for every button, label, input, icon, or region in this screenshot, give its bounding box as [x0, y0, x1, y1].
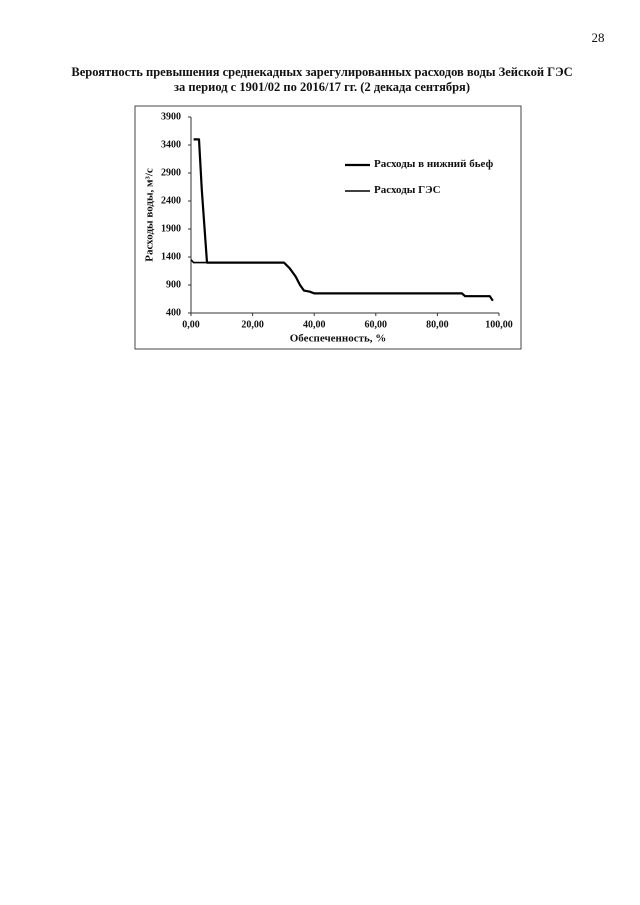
y-tick-label: 3900 [161, 111, 181, 122]
chart-title: Вероятность превышения среднекадных заре… [71, 65, 572, 79]
y-tick-label: 400 [166, 307, 181, 318]
y-tick-label: 1900 [161, 223, 181, 234]
legend-label: Расходы ГЭС [374, 184, 441, 196]
legend-label: Расходы в нижний бьеф [374, 158, 494, 170]
legend-entry: Расходы в нижний бьеф [374, 158, 494, 170]
page-number: 28 [592, 30, 605, 45]
x-tick-label: 0,00 [182, 319, 200, 330]
y-tick-label: 2900 [161, 167, 181, 178]
chart-frame [134, 105, 522, 350]
y-axis-label: Расходы воды, м³/с [144, 168, 156, 262]
legend-entry: Расходы ГЭС [374, 184, 441, 196]
chart-title: за период с 1901/02 по 2016/17 гг. (2 де… [174, 80, 470, 94]
x-tick-label: 80,00 [426, 319, 449, 330]
x-tick-label: 20,00 [241, 319, 264, 330]
series-line [190, 259, 494, 302]
x-tick-label: 40,00 [303, 319, 326, 330]
y-tick-label: 3400 [161, 139, 181, 150]
x-tick-label: 100,00 [485, 319, 513, 330]
y-tick-label: 2400 [161, 195, 181, 206]
y-tick-label: 1400 [161, 251, 181, 262]
x-tick-label: 60,00 [365, 319, 388, 330]
y-tick-label: 900 [166, 279, 181, 290]
x-axis-label: Обеспеченность, % [290, 333, 387, 345]
